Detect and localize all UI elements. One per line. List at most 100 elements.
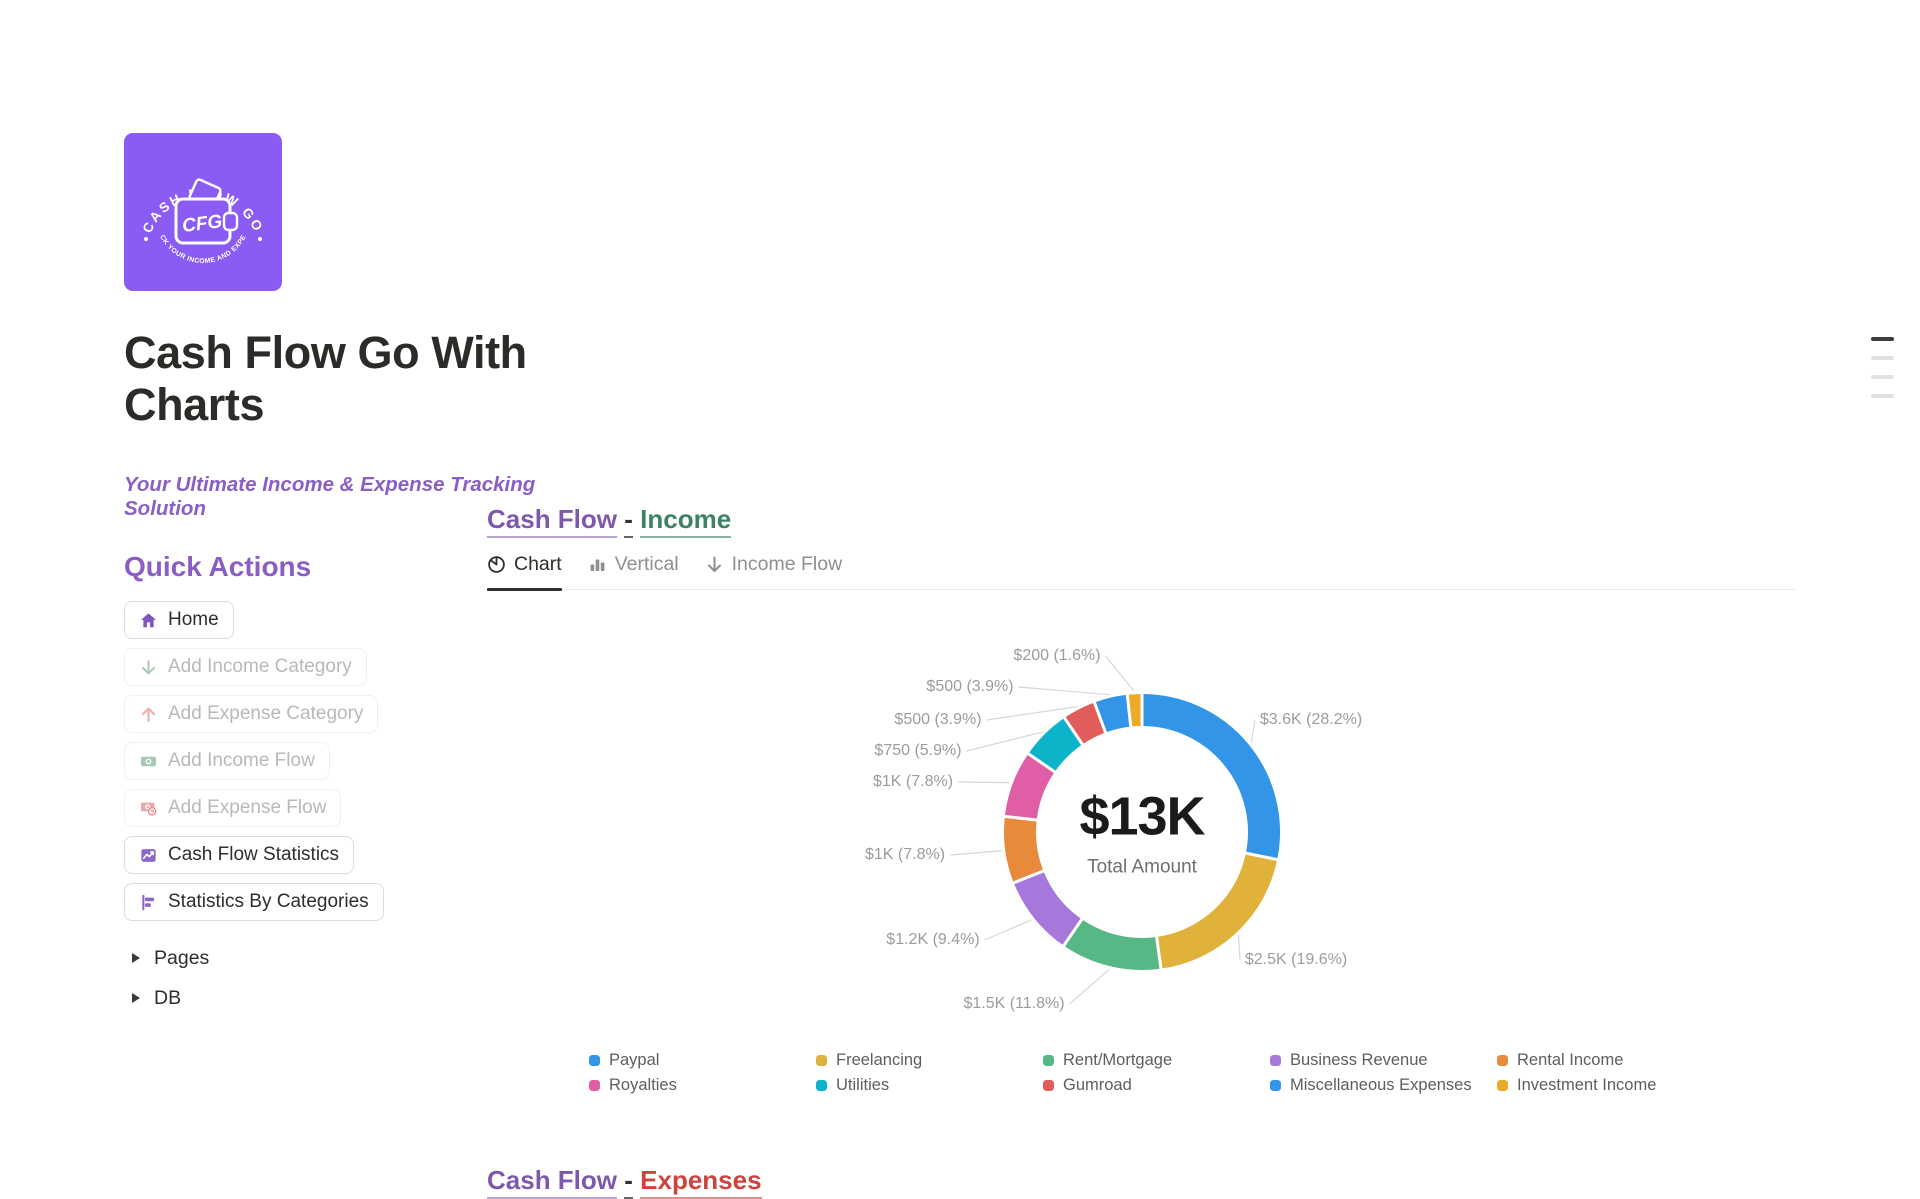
toc-bar[interactable] xyxy=(1871,337,1894,341)
statistics-by-categories-label: Statistics By Categories xyxy=(168,891,369,912)
tab-chart[interactable]: Chart xyxy=(487,552,562,591)
toc-bar[interactable] xyxy=(1871,356,1894,360)
donut-slice-gumroad[interactable] xyxy=(1064,702,1106,745)
donut-svg xyxy=(949,655,1280,1005)
bar-chart-icon xyxy=(590,559,605,571)
donut-slice-rental-income[interactable] xyxy=(1004,816,1044,883)
statistics-by-categories-button[interactable]: Statistics By Categories xyxy=(124,883,384,921)
add-income-flow-button[interactable]: Add Income Flow xyxy=(124,742,330,780)
arrow-down-icon xyxy=(141,659,156,674)
donut-slice-miscellaneous-expenses[interactable] xyxy=(1094,694,1132,733)
add-income-category-button[interactable]: Add Income Category xyxy=(124,648,367,686)
slice-separator xyxy=(1092,699,1108,735)
legend-label: Miscellaneous Expenses xyxy=(1290,1075,1472,1094)
legend-marker xyxy=(1270,1079,1281,1091)
home-button-label: Home xyxy=(168,609,219,630)
donut-slice-paypal[interactable] xyxy=(1141,693,1280,860)
slice-label: $1K (7.8%) xyxy=(864,845,946,863)
tab-income-flow[interactable]: Income Flow xyxy=(705,552,843,589)
legend-item-gumroad[interactable]: Gumroad xyxy=(1043,1076,1270,1095)
slice-label: $2.5K (19.6%) xyxy=(1244,950,1348,968)
slice-separator xyxy=(1243,851,1280,862)
cash-flow-statistics-label: Cash Flow Statistics xyxy=(168,844,340,865)
legend-marker xyxy=(816,1079,827,1091)
label-leader-line xyxy=(1250,719,1256,743)
income-chart-tabs: Chart Vertical Income Flow xyxy=(487,552,1795,591)
slice-label: $1.2K (9.4%) xyxy=(886,930,980,948)
legend-marker xyxy=(816,1054,827,1066)
donut-slice-utilities[interactable] xyxy=(1028,717,1083,773)
donut-center-value: $13K xyxy=(1079,786,1205,847)
label-leader-line xyxy=(984,919,1032,941)
label-leader-line xyxy=(1105,655,1135,692)
income-heading-income-link[interactable]: Income xyxy=(640,504,732,538)
tab-chart-label: Chart xyxy=(514,552,562,575)
slice-label: $1.5K (11.8%) xyxy=(963,994,1065,1012)
legend-item-utilities[interactable]: Utilities xyxy=(816,1076,1043,1095)
legend-marker xyxy=(1043,1054,1054,1066)
slice-label: $500 (3.9%) xyxy=(894,710,982,728)
table-of-contents xyxy=(1871,337,1894,413)
legend-item-royalties[interactable]: Royalties xyxy=(589,1076,816,1095)
logo-monogram: CFG xyxy=(181,211,224,237)
slice-separator xyxy=(1025,751,1058,775)
toggle-db[interactable]: DB xyxy=(124,984,594,1012)
add-expense-category-button[interactable]: Add Expense Category xyxy=(124,695,379,733)
donut-slice-investment-income[interactable] xyxy=(1127,693,1142,727)
income-section-heading: Cash Flow - Income xyxy=(487,503,1795,538)
chart-legend: Paypal Royalties Freelancing Utilities Rent/… xyxy=(589,1048,1724,1098)
toggle-db-label: DB xyxy=(154,986,182,1009)
expenses-heading-cashflow-link[interactable]: Cash Flow xyxy=(487,1164,618,1199)
toc-bar[interactable] xyxy=(1871,394,1894,398)
tab-vertical-label: Vertical xyxy=(614,552,679,575)
tab-income-flow-label: Income Flow xyxy=(731,552,843,575)
expenses-section-heading: Cash Flow - Expenses xyxy=(487,1164,1795,1199)
tab-vertical[interactable]: Vertical xyxy=(588,553,679,589)
toc-bar[interactable] xyxy=(1871,375,1894,379)
chevron-right-icon xyxy=(132,993,140,1003)
home-button[interactable]: Home xyxy=(124,601,234,639)
legend-item-rental-income[interactable]: Rental Income xyxy=(1497,1051,1724,1070)
label-leader-line xyxy=(949,849,1003,856)
legend-item-paypal[interactable]: Paypal xyxy=(589,1051,816,1070)
banknote-icon xyxy=(140,756,157,766)
slice-label: $200 (1.6%) xyxy=(1013,646,1101,664)
legend-marker xyxy=(1270,1054,1281,1066)
donut-slice-business-revenue[interactable] xyxy=(1013,870,1083,946)
main-column: Cash Flow - Income Chart Vertical xyxy=(487,503,1795,1199)
line-chart-icon xyxy=(141,848,156,862)
donut-slice-royalties[interactable] xyxy=(1004,753,1055,821)
donut-slice-freelancing[interactable] xyxy=(1156,852,1278,969)
legend-label: Utilities xyxy=(836,1075,890,1094)
legend-label: Rental Income xyxy=(1517,1050,1624,1069)
toggle-pages[interactable]: Pages xyxy=(124,944,594,972)
legend-item-miscellaneous-expenses[interactable]: Miscellaneous Expenses xyxy=(1270,1076,1497,1095)
slice-label: $750 (5.9%) xyxy=(874,741,962,759)
legend-label: Royalties xyxy=(609,1075,677,1094)
legend-item-business-revenue[interactable]: Business Revenue xyxy=(1270,1051,1497,1070)
add-expense-flow-label: Add Expense Flow xyxy=(168,797,327,818)
home-icon xyxy=(140,612,157,627)
add-income-flow-label: Add Income Flow xyxy=(168,750,315,771)
left-column: CASH FLOW GO CFG TRACK YOUR INCOME AND E… xyxy=(124,133,594,1024)
slice-separator xyxy=(1002,814,1039,822)
legend-label: Investment Income xyxy=(1517,1075,1657,1094)
legend-item-rent-mortgage[interactable]: Rent/Mortgage xyxy=(1043,1051,1270,1070)
slice-label: $3.6K (28.2%) xyxy=(1259,710,1363,728)
label-leader-line xyxy=(957,781,1010,783)
legend-item-freelancing[interactable]: Freelancing xyxy=(816,1051,1043,1070)
quick-actions-heading: Quick Actions xyxy=(124,551,312,582)
donut-slice-rent-mortgage[interactable] xyxy=(1063,918,1162,970)
income-heading-cashflow-link[interactable]: Cash Flow xyxy=(487,504,618,538)
add-expense-category-label: Add Expense Category xyxy=(168,703,364,724)
legend-marker xyxy=(1043,1079,1054,1091)
quick-actions-list: Home Add Income Category Add Expense Cat… xyxy=(124,601,594,930)
banknote-refund-icon xyxy=(140,802,157,816)
cash-flow-statistics-button[interactable]: Cash Flow Statistics xyxy=(124,836,355,874)
add-expense-flow-button[interactable]: Add Expense Flow xyxy=(124,789,342,827)
slice-separator xyxy=(1125,692,1133,729)
slice-label: $1K (7.8%) xyxy=(872,772,954,790)
legend-item-investment-income[interactable]: Investment Income xyxy=(1497,1076,1724,1095)
expenses-heading-expenses-link[interactable]: Expenses xyxy=(640,1164,762,1199)
